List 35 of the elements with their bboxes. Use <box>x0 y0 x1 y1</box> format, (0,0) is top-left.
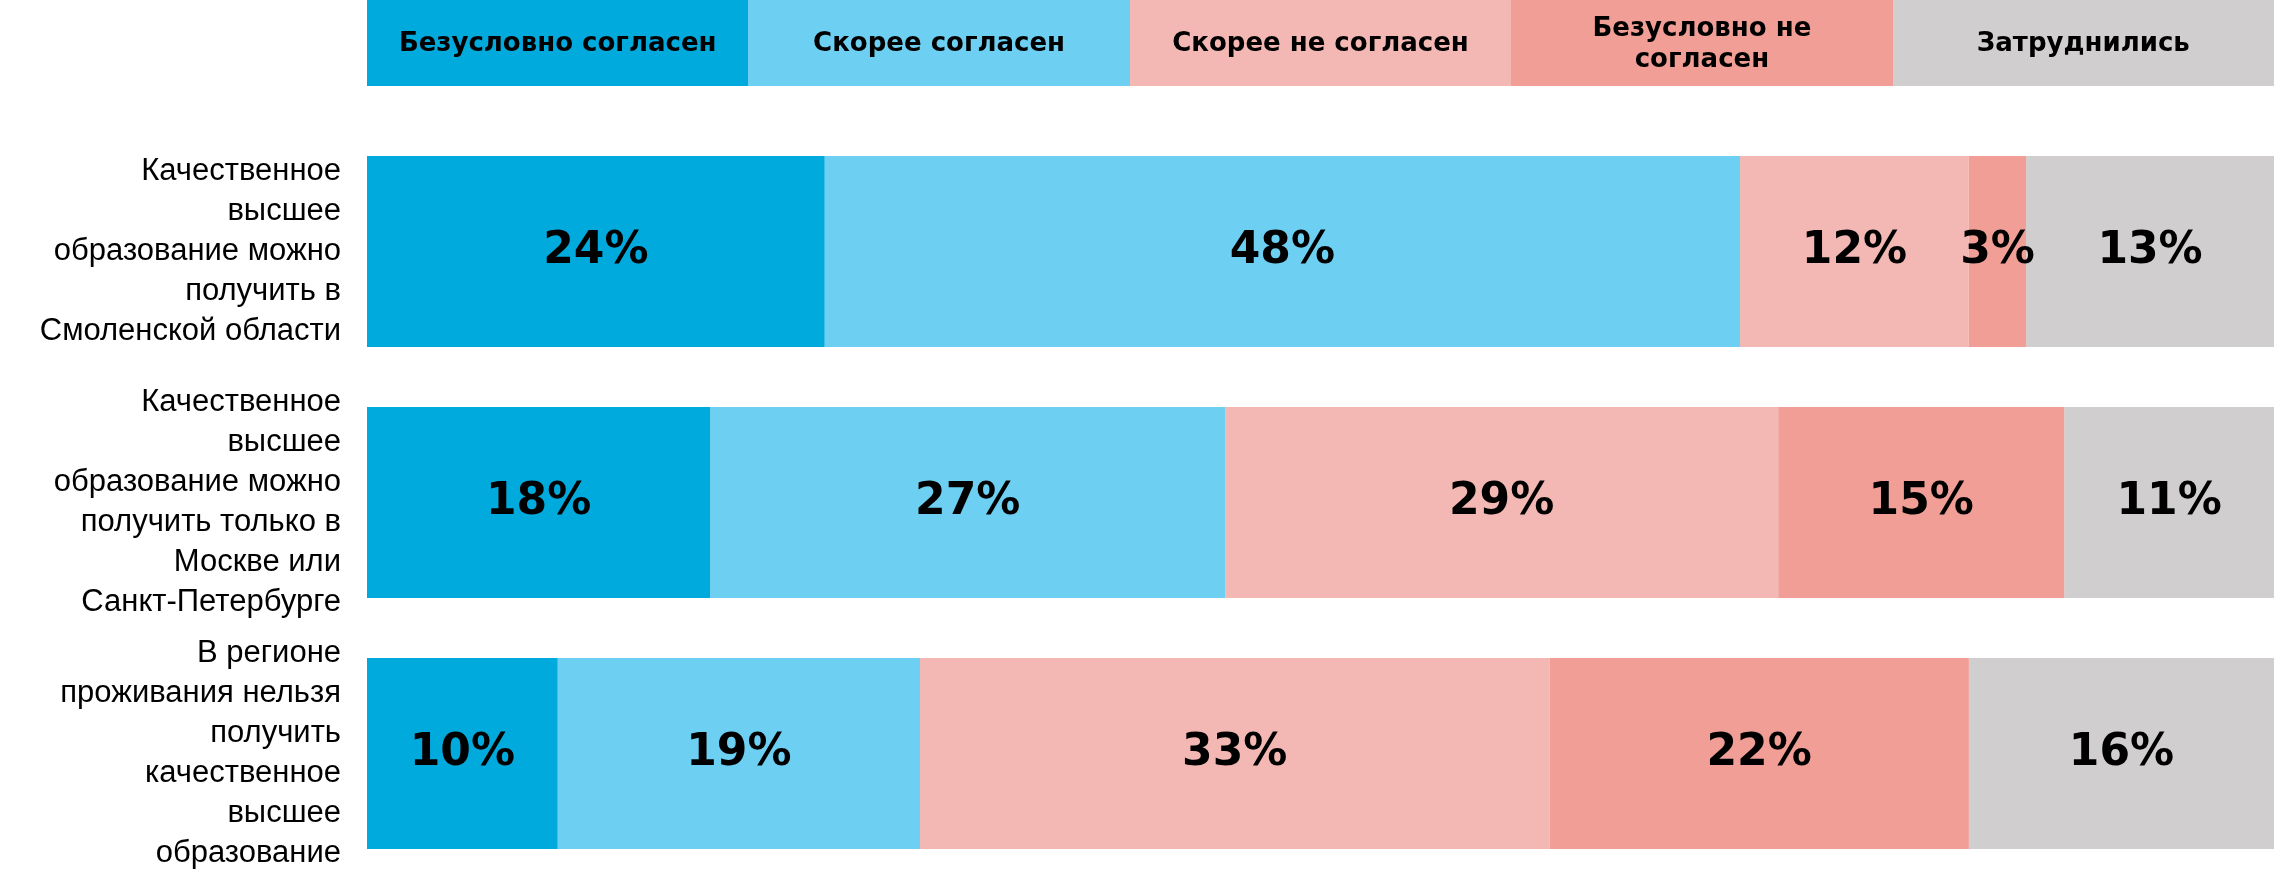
data-label: 15% <box>1868 472 1974 524</box>
data-label: 13% <box>2097 221 2203 273</box>
y-tick-label: Качественное высшее образование можно получить только в Москве или Санкт-Петербурге <box>53 383 341 619</box>
data-label: 48% <box>1229 221 1336 273</box>
bar <box>557 658 921 849</box>
data-label: 19% <box>686 723 792 775</box>
text: Скорее не согласен <box>1129 0 1512 86</box>
bar <box>710 407 1226 598</box>
bar <box>1549 658 1969 849</box>
bar <box>1778 407 2065 598</box>
data-label: 3% <box>1960 221 2035 273</box>
bar <box>1968 658 2274 849</box>
text: Безусловно не согласен <box>1511 0 1893 86</box>
bar <box>367 156 825 347</box>
data-label: 33% <box>1182 723 1288 775</box>
data-label: 16% <box>2068 723 2175 775</box>
bar <box>367 658 558 849</box>
data-label: 22% <box>1706 723 1812 775</box>
bar <box>1225 407 1779 598</box>
y-tick-label: Качественное высшее образование можно получить в Смоленской области <box>39 152 341 348</box>
data-label: 24% <box>543 221 649 273</box>
y-tick-label: В регионе проживания нельзя получить качественное высшее образование <box>60 634 341 870</box>
bar <box>2064 407 2274 598</box>
data-label: 18% <box>485 472 592 524</box>
text: Скорее согласен <box>748 0 1130 86</box>
bar <box>920 658 1550 849</box>
text: Затруднились <box>1892 0 2274 86</box>
bar <box>824 156 1741 347</box>
data-label: 12% <box>1801 221 1908 273</box>
data-label: 29% <box>1449 472 1555 524</box>
data-label: 27% <box>915 472 1021 524</box>
data-label: 10% <box>409 723 516 775</box>
bar <box>367 407 711 598</box>
data-label: 11% <box>2116 472 2222 524</box>
text: Безусловно согласен <box>367 0 749 86</box>
